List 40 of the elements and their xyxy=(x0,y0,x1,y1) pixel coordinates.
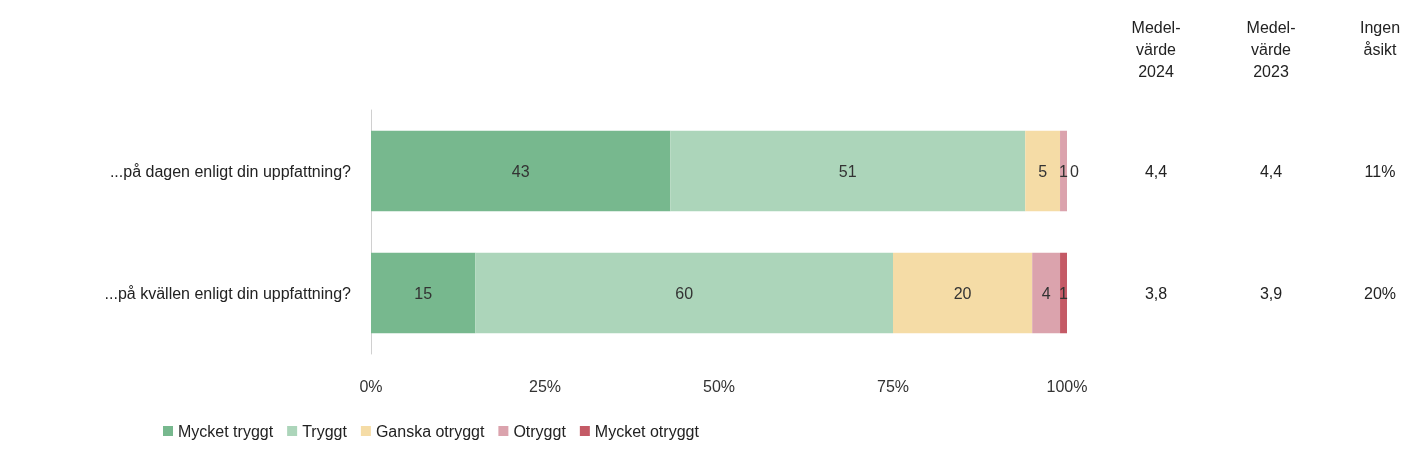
text: 4,4 xyxy=(1259,162,1283,180)
legend-label: Tryggt xyxy=(302,422,348,440)
legend-label: Ganska otryggt xyxy=(375,422,485,440)
text: Medel- värde 2024 xyxy=(1131,18,1181,80)
x-tick-label: 0% xyxy=(359,377,383,395)
text: 11% xyxy=(1364,162,1396,180)
bar xyxy=(670,130,1026,212)
legend-label: Otryggt xyxy=(513,422,567,440)
bar xyxy=(893,252,1033,334)
x-tick-label: 25% xyxy=(528,377,562,395)
bar xyxy=(371,252,476,334)
data-label: 1 xyxy=(1059,162,1069,180)
legend-label: Mycket otryggt xyxy=(594,422,700,440)
y-tick-label: ...på dagen enligt din uppfattning? xyxy=(109,162,352,180)
data-label: 5 xyxy=(1038,162,1048,180)
data-label: 20 xyxy=(953,284,972,302)
data-label: 15 xyxy=(414,284,433,302)
x-tick-label: 75% xyxy=(876,377,910,395)
bar xyxy=(1032,252,1061,334)
text: 3,8 xyxy=(1144,284,1168,302)
data-label: 51 xyxy=(838,162,857,180)
data-label: 60 xyxy=(675,284,694,302)
text: Ingen åsikt xyxy=(1359,18,1401,58)
bar xyxy=(1025,130,1061,212)
x-tick-label: 100% xyxy=(1046,377,1088,395)
data-label: 1 xyxy=(1059,284,1069,302)
data-label: 4 xyxy=(1041,284,1051,302)
bar xyxy=(1060,252,1067,334)
text: 4,4 xyxy=(1144,162,1168,180)
legend-label: Mycket tryggt xyxy=(178,422,274,440)
text: Medel- värde 2023 xyxy=(1246,18,1296,80)
y-tick-label: ...på kvällen enligt din uppfattning? xyxy=(104,284,352,302)
data-label: 43 xyxy=(511,162,530,180)
data-label: 0 xyxy=(1070,162,1079,180)
bar xyxy=(475,252,893,334)
x-tick-label: 50% xyxy=(702,377,736,395)
bar xyxy=(1060,130,1067,212)
text: 20% xyxy=(1363,284,1397,302)
text: 3,9 xyxy=(1259,284,1283,302)
bar xyxy=(371,130,671,212)
